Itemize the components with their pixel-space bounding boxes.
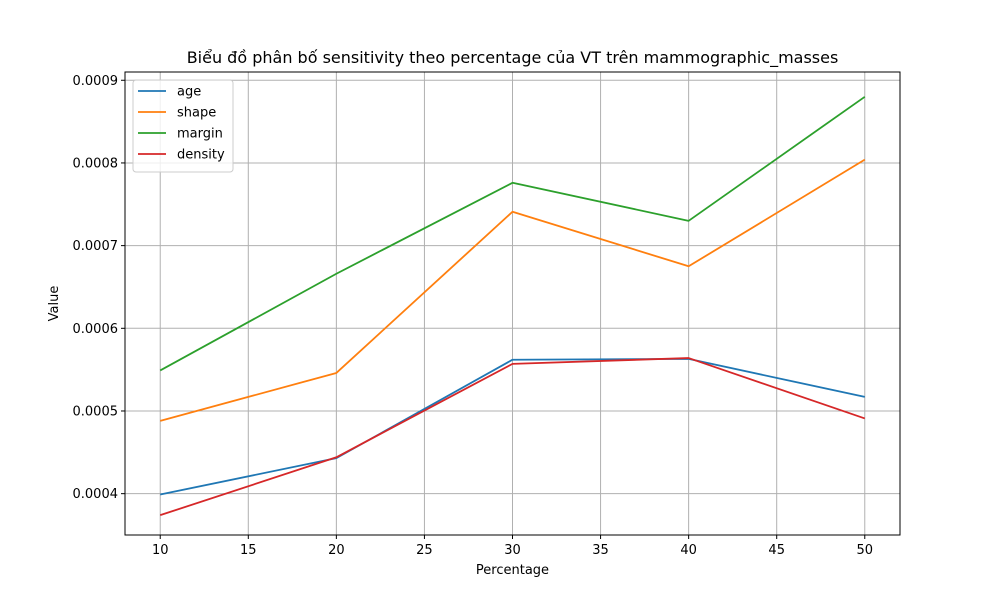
x-tick-label: 35 bbox=[592, 543, 609, 558]
y-tick-label: 0.0007 bbox=[73, 239, 119, 254]
x-tick-label: 15 bbox=[240, 543, 257, 558]
axis-ticks: 10 15 20 25 30 35 40 45 50 0.0004 0.0005 0.0006 0.00… bbox=[73, 74, 874, 558]
y-tick-label: 0.0006 bbox=[73, 322, 119, 337]
legend-label-age: age bbox=[177, 85, 201, 100]
legend-label-density: density bbox=[177, 148, 225, 163]
y-tick-label: 0.0009 bbox=[73, 74, 119, 89]
x-tick-label: 45 bbox=[768, 543, 785, 558]
series-lines bbox=[159, 96, 866, 517]
y-tick-label: 0.0005 bbox=[73, 404, 119, 419]
series-line-margin bbox=[159, 96, 866, 372]
legend: age shape margin density bbox=[132, 79, 234, 173]
chart-title: Biểu đồ phân bố sensitivity theo percent… bbox=[187, 48, 839, 68]
x-tick-label: 40 bbox=[680, 543, 697, 558]
legend-box bbox=[132, 79, 234, 173]
x-tick-label: 30 bbox=[504, 543, 521, 558]
x-axis-label: Percentage bbox=[476, 563, 549, 578]
legend-label-shape: shape bbox=[177, 106, 216, 121]
x-tick-label: 50 bbox=[856, 543, 873, 558]
x-tick-label: 25 bbox=[416, 543, 433, 558]
y-tick-label: 0.0008 bbox=[73, 156, 119, 171]
grid-lines bbox=[125, 72, 900, 535]
x-tick-label: 10 bbox=[152, 543, 169, 558]
y-axis-label: Value bbox=[47, 286, 62, 322]
series-line-shape bbox=[159, 158, 866, 422]
series-line-age bbox=[160, 357, 865, 496]
y-tick-label: 0.0004 bbox=[73, 487, 119, 502]
series-line-density bbox=[159, 357, 866, 517]
legend-label-margin: margin bbox=[177, 127, 223, 142]
x-tick-label: 20 bbox=[328, 543, 345, 558]
